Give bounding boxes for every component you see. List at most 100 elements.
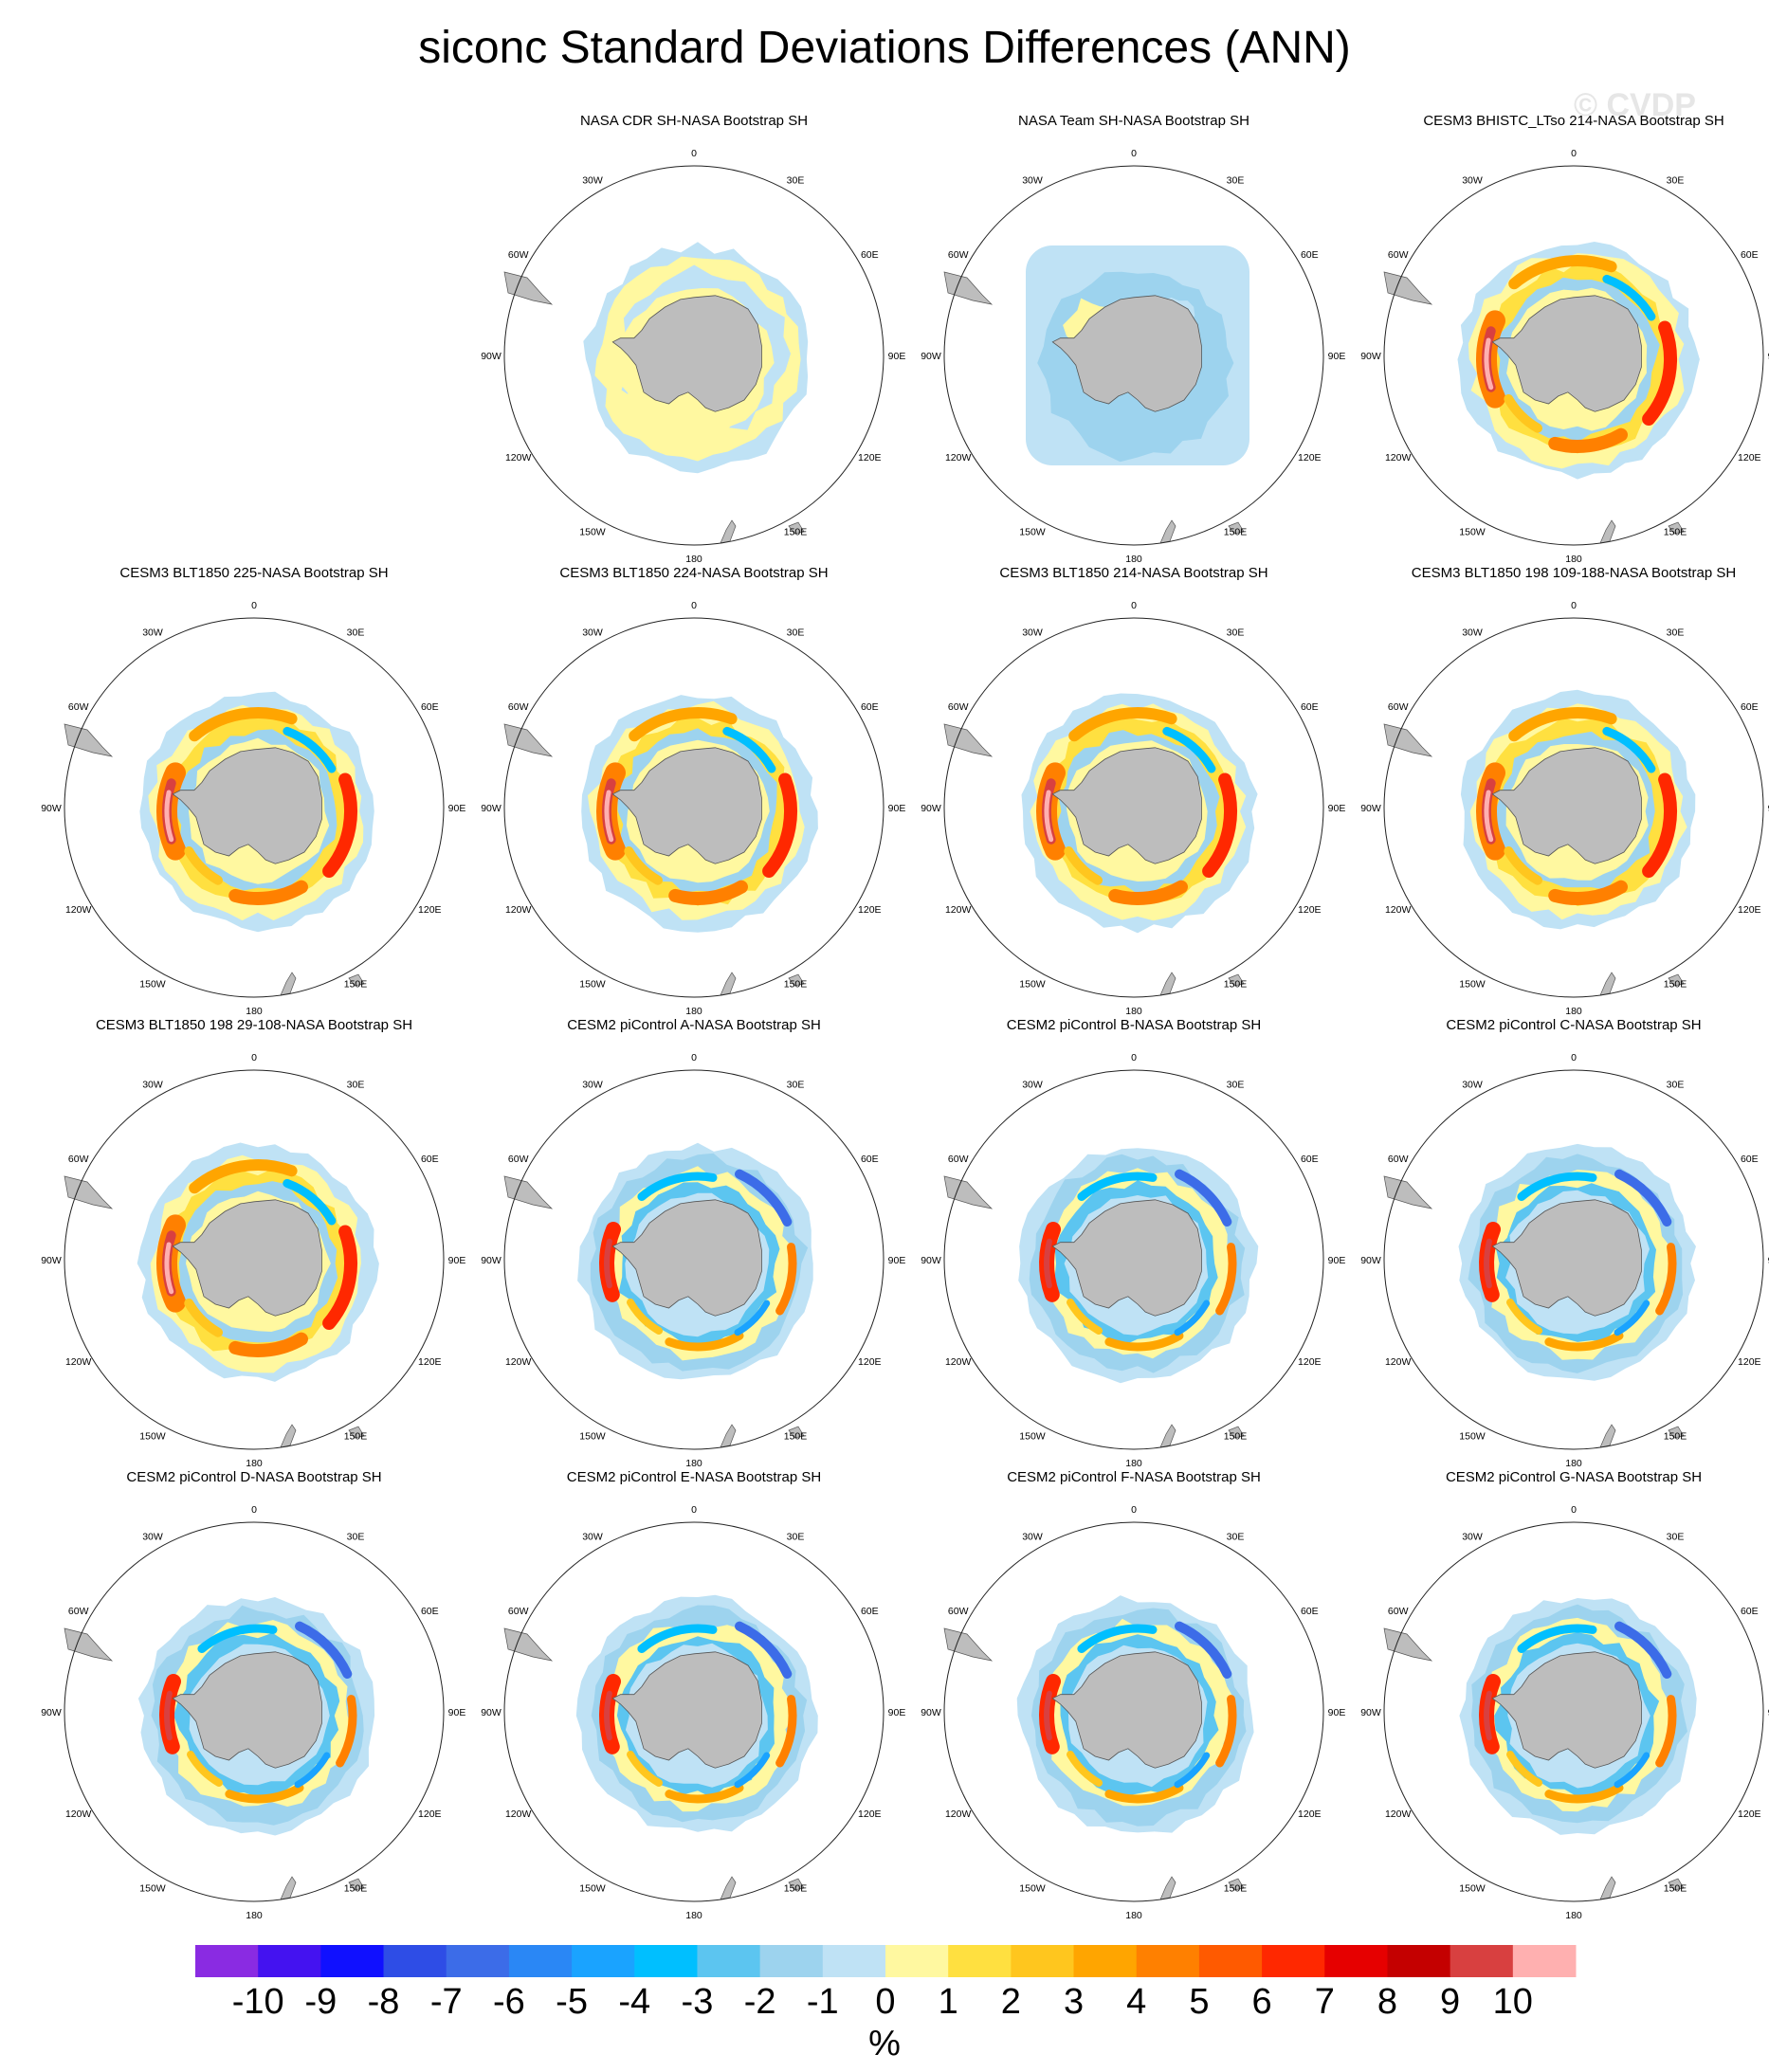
new-zealand-landmass xyxy=(720,1424,737,1448)
field-band xyxy=(1602,274,1656,321)
colorbar-swatch xyxy=(1136,1945,1200,1977)
longitude-label: 30W xyxy=(142,627,163,639)
longitude-label: 180 xyxy=(685,554,702,565)
longitude-label: 60W xyxy=(948,1154,969,1165)
longitude-label: 120E xyxy=(1298,1356,1322,1368)
antarctica-landmass xyxy=(611,1651,762,1769)
longitude-label: 120E xyxy=(1738,904,1761,916)
field-band xyxy=(189,1159,298,1194)
longitude-label: 150E xyxy=(784,1430,808,1442)
longitude-label: 0 xyxy=(691,1052,697,1063)
panel-title: CESM3 BLT1850 198 109-188-NASA Bootstrap… xyxy=(1411,565,1737,581)
south-america-landmass xyxy=(943,723,994,757)
polar-map: 0 30E 60E 90E 120E 150E 180 150W 120W 90W 60W 30W xyxy=(1360,1504,1769,1921)
longitude-label: 120E xyxy=(858,1356,882,1368)
map-boundary xyxy=(943,165,1324,546)
map-boundary xyxy=(64,1521,445,1902)
longitude-label: 150E xyxy=(344,1430,368,1442)
longitude-label: 120W xyxy=(1385,1356,1412,1368)
tasmania-landmass xyxy=(788,521,805,535)
tasmania-landmass xyxy=(348,973,365,987)
panel-title: NASA Team SH-NASA Bootstrap SH xyxy=(1018,113,1249,129)
longitude-label: 90E xyxy=(1768,351,1769,362)
longitude-label: 180 xyxy=(246,1910,263,1921)
field-band xyxy=(1614,1169,1672,1227)
tasmania-landmass xyxy=(1668,521,1685,535)
longitude-label: 150W xyxy=(1019,978,1046,990)
map-panel: CESM3 BHISTC_LTso 214-NASA Bootstrap SH 0… xyxy=(1351,112,1769,565)
longitude-label: 180 xyxy=(1565,1458,1582,1469)
field-band xyxy=(1484,1690,1492,1741)
field-band xyxy=(665,1783,744,1804)
field-band xyxy=(1484,1238,1492,1289)
longitude-label: 90W xyxy=(1360,351,1381,362)
longitude-label: 150W xyxy=(579,526,606,537)
colorbar-swatch xyxy=(1011,1945,1075,1977)
new-zealand-landmass xyxy=(720,972,737,996)
colorbar-swatch xyxy=(634,1945,698,1977)
longitude-label: 0 xyxy=(1571,148,1577,159)
longitude-label: 30W xyxy=(1022,627,1043,639)
longitude-label: 150W xyxy=(1459,526,1486,537)
colorbar-tick-label: 1 xyxy=(938,1982,958,2022)
longitude-label: 60W xyxy=(68,1606,89,1617)
colorbar-swatch xyxy=(1262,1945,1325,1977)
longitude-label: 60W xyxy=(1388,1606,1409,1617)
longitude-label: 150E xyxy=(1664,978,1687,990)
map-panel: CESM2 piControl D-NASA Bootstrap SH 0 30E 6… xyxy=(31,1468,477,1921)
panel-title: CESM2 piControl D-NASA Bootstrap SH xyxy=(126,1469,382,1485)
longitude-label: 60W xyxy=(68,701,89,713)
field-band xyxy=(1602,726,1656,773)
colorbar-swatch xyxy=(1450,1945,1514,1977)
map-panel: CESM3 BLT1850 225-NASA Bootstrap SH 0 30E 6… xyxy=(31,564,477,1017)
south-america-landmass xyxy=(64,1175,114,1209)
longitude-label: 150E xyxy=(1224,526,1248,537)
longitude-label: 30E xyxy=(1227,1080,1245,1091)
field-band xyxy=(1642,772,1677,878)
south-america-landmass xyxy=(503,1627,554,1662)
field-band xyxy=(189,707,298,742)
field-band xyxy=(197,1624,278,1653)
longitude-label: 150W xyxy=(1019,526,1046,537)
field-band xyxy=(1544,1783,1624,1804)
field-band xyxy=(1508,707,1617,742)
longitude-label: 30W xyxy=(582,627,603,639)
colorbar-swatch xyxy=(948,1945,1012,1977)
longitude-label: 120W xyxy=(1385,452,1412,463)
longitude-label: 0 xyxy=(1131,1052,1137,1063)
colorbar-swatch xyxy=(1387,1945,1451,1977)
field-band xyxy=(1174,1300,1211,1336)
field-band xyxy=(1517,1172,1597,1201)
field-band xyxy=(1548,880,1628,905)
antarctica-landmass xyxy=(1051,295,1202,412)
panel-title: CESM3 BHISTC_LTso 214-NASA Bootstrap SH xyxy=(1423,113,1724,129)
longitude-label: 60E xyxy=(1741,1606,1759,1617)
colorbar-tick-label: -2 xyxy=(743,1982,776,2022)
map-boundary xyxy=(943,1069,1324,1450)
polar-map: 0 30E 60E 90E 120E 150E 180 150W 120W 90W 60W 30W xyxy=(921,1052,1345,1469)
field-band xyxy=(1642,320,1677,426)
south-america-landmass xyxy=(943,1627,994,1662)
panel-title: CESM2 piControl C-NASA Bootstrap SH xyxy=(1446,1017,1702,1033)
field-band xyxy=(1504,846,1542,885)
longitude-label: 0 xyxy=(251,1504,257,1516)
map-panel: CESM2 piControl A-NASA Bootstrap SH 0 30E 6… xyxy=(471,1016,917,1469)
longitude-label: 150E xyxy=(1224,1430,1248,1442)
field-band xyxy=(604,1238,612,1289)
new-zealand-landmass xyxy=(720,519,737,544)
longitude-label: 120E xyxy=(1738,1808,1761,1820)
longitude-label: 90E xyxy=(448,803,466,814)
field-band xyxy=(1484,790,1494,843)
longitude-label: 30W xyxy=(1462,175,1483,187)
colorbar-swatch xyxy=(822,1945,886,1977)
field-band xyxy=(228,1332,308,1357)
longitude-label: 0 xyxy=(691,1504,697,1516)
longitude-label: 60E xyxy=(861,1606,879,1617)
longitude-label: 120E xyxy=(418,1808,442,1820)
map-boundary xyxy=(503,1069,884,1450)
longitude-label: 180 xyxy=(1125,554,1142,565)
longitude-label: 0 xyxy=(1571,1504,1577,1516)
map-boundary xyxy=(1383,165,1764,546)
colorbar-tick-label: -3 xyxy=(681,1982,714,2022)
longitude-label: 30E xyxy=(347,1532,365,1543)
